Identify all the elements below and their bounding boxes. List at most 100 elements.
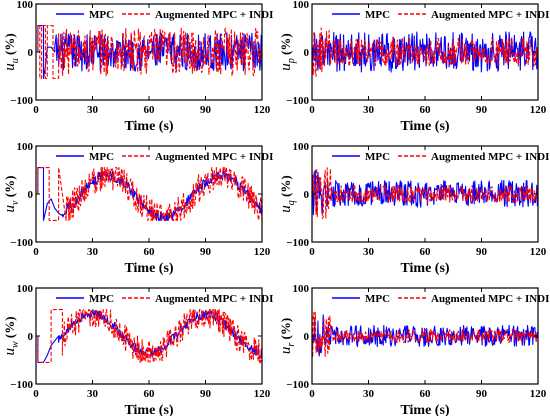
y-tick-label: 100 [293, 283, 310, 295]
x-tick-label: 90 [200, 104, 212, 116]
y-tick-label: −100 [286, 95, 309, 107]
y-tick-label: 0 [28, 189, 34, 201]
x-tick-label: 60 [144, 388, 156, 400]
y-tick-label: 100 [17, 141, 34, 153]
x-tick-label: 120 [530, 246, 547, 258]
legend: MPC Augmented MPC + INDI [332, 293, 549, 305]
y-axis-label: uu (%) [2, 33, 21, 70]
legend-label-mpc: MPC [89, 9, 114, 21]
x-tick-label: 120 [254, 388, 271, 400]
legend: MPC Augmented MPC + INDI [332, 9, 549, 21]
x-tick-label: 60 [420, 246, 432, 258]
x-tick-label: 60 [144, 246, 156, 258]
x-tick-label: 90 [476, 246, 488, 258]
x-tick-label: 60 [144, 104, 156, 116]
x-axis-label: Time (s) [400, 119, 449, 134]
series-line-augmented [36, 309, 262, 363]
legend-label-augmented: Augmented MPC + INDI [155, 293, 273, 305]
legend: MPC Augmented MPC + INDI [56, 9, 273, 21]
x-tick-label: 0 [33, 104, 39, 116]
x-tick-label: 120 [254, 246, 271, 258]
x-axis-label: Time (s) [124, 119, 173, 134]
x-tick-label: 30 [363, 388, 375, 400]
x-axis-label: Time (s) [400, 403, 449, 416]
series-line-mpc [312, 314, 538, 357]
x-tick-label: 30 [363, 104, 375, 116]
y-tick-label: −100 [10, 95, 33, 107]
y-tick-label: 0 [304, 47, 310, 59]
y-tick-label: −100 [10, 237, 33, 249]
x-tick-label: 30 [87, 388, 99, 400]
plot-area [36, 25, 262, 79]
y-axis-label: uv (%) [2, 176, 21, 213]
legend: MPC Augmented MPC + INDI [56, 151, 273, 163]
x-tick-label: 0 [309, 388, 315, 400]
legend: MPC Augmented MPC + INDI [56, 293, 273, 305]
x-axis-label: Time (s) [400, 261, 449, 276]
x-tick-label: 120 [254, 104, 271, 116]
x-tick-label: 90 [200, 246, 212, 258]
y-axis-label: ur (%) [278, 318, 297, 354]
x-tick-label: 90 [476, 104, 488, 116]
y-tick-label: 0 [28, 331, 34, 343]
x-tick-label: 120 [530, 388, 547, 400]
plot-area [312, 167, 538, 220]
x-tick-label: 30 [87, 104, 99, 116]
legend-label-mpc: MPC [89, 293, 114, 305]
series-line-mpc [36, 25, 262, 79]
y-tick-label: −100 [286, 237, 309, 249]
series-line-augmented [312, 27, 538, 77]
x-tick-label: 90 [476, 388, 488, 400]
y-tick-label: 100 [17, 283, 34, 295]
plot-area [36, 309, 262, 363]
series-line-mpc [312, 31, 538, 73]
legend-label-mpc: MPC [365, 293, 390, 305]
legend-label-mpc: MPC [365, 9, 390, 21]
legend: MPC Augmented MPC + INDI [332, 151, 549, 163]
x-tick-label: 120 [530, 104, 547, 116]
y-tick-label: 0 [28, 47, 34, 59]
series-line-augmented [36, 25, 262, 79]
legend-label-augmented: Augmented MPC + INDI [155, 151, 273, 163]
x-tick-label: 0 [309, 246, 315, 258]
y-tick-label: 0 [304, 189, 310, 201]
x-tick-label: 0 [33, 388, 39, 400]
y-axis-label: uw (%) [2, 316, 21, 355]
legend-label-augmented: Augmented MPC + INDI [431, 9, 549, 21]
y-tick-label: 0 [304, 331, 310, 343]
y-axis-label: up (%) [278, 33, 297, 70]
y-tick-label: 100 [293, 0, 310, 11]
legend-label-augmented: Augmented MPC + INDI [431, 151, 549, 163]
x-tick-label: 0 [33, 246, 39, 258]
x-tick-label: 30 [363, 246, 375, 258]
y-tick-label: −100 [10, 379, 33, 391]
series-line-augmented [36, 167, 262, 221]
legend-label-augmented: Augmented MPC + INDI [155, 9, 273, 21]
series-line-augmented [312, 167, 538, 220]
legend-label-mpc: MPC [365, 151, 390, 163]
plot-area [312, 27, 538, 77]
y-tick-label: 100 [17, 0, 34, 11]
x-axis-label: Time (s) [124, 261, 173, 276]
y-tick-label: 100 [293, 141, 310, 153]
x-tick-label: 60 [420, 388, 432, 400]
x-tick-label: 60 [420, 104, 432, 116]
y-axis-label: uq (%) [278, 175, 297, 212]
x-tick-label: 30 [87, 246, 99, 258]
plot-area [312, 311, 538, 358]
plot-area [36, 167, 262, 221]
x-tick-label: 0 [309, 104, 315, 116]
x-axis-label: Time (s) [124, 403, 173, 416]
series-line-augmented [312, 311, 538, 358]
y-tick-label: −100 [286, 379, 309, 391]
legend-label-augmented: Augmented MPC + INDI [431, 293, 549, 305]
x-tick-label: 90 [200, 388, 212, 400]
legend-label-mpc: MPC [89, 151, 114, 163]
